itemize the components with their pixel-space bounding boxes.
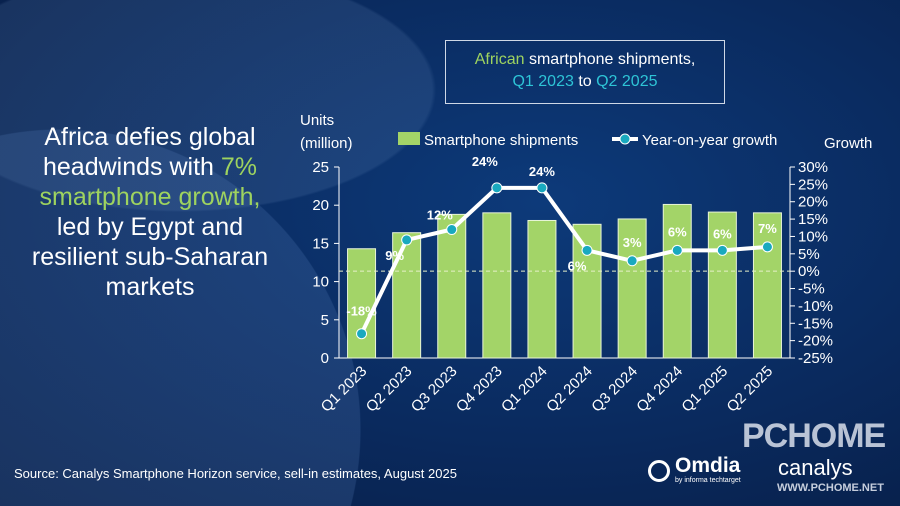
right-tick-label: -10% <box>798 298 833 315</box>
growth-marker <box>716 244 728 256</box>
growth-line <box>359 185 768 335</box>
growth-marker <box>356 328 368 340</box>
right-tick-label: 30% <box>798 159 828 176</box>
growth-data-label: 7% <box>758 221 777 236</box>
growth-data-label: 6% <box>668 224 687 239</box>
right-axis-title: Growth <box>824 135 872 152</box>
x-tick-label: Q1 2023 <box>318 363 371 416</box>
left-tick-label: 0 <box>321 350 329 367</box>
left-tick-label: 10 <box>312 274 329 291</box>
bar <box>707 211 737 359</box>
left-axis-title: (million) <box>300 135 353 152</box>
right-tick-label: 15% <box>798 211 828 228</box>
left-tick-label: 15 <box>312 235 329 252</box>
chart-title: African smartphone shipments, Q1 2023 to… <box>445 40 725 104</box>
left-tick-label: 5 <box>321 312 329 329</box>
bar <box>752 212 782 359</box>
x-tick-label: Q3 2023 <box>408 363 461 416</box>
legend-bar-swatch <box>398 132 420 145</box>
bar <box>482 212 512 359</box>
legend-bar-label: Smartphone shipments <box>424 132 578 149</box>
x-tick-label: Q3 2024 <box>588 363 641 416</box>
x-tick-label: Q4 2023 <box>453 363 506 416</box>
canalys-logo: canalys <box>778 455 853 480</box>
growth-marker <box>671 244 683 256</box>
right-tick-label: 25% <box>798 176 828 193</box>
growth-data-label: 24% <box>472 154 498 169</box>
x-tick-label: Q1 2024 <box>498 363 551 416</box>
left-tick-label: 20 <box>312 197 329 214</box>
right-tick-label: 5% <box>798 246 820 263</box>
growth-marker <box>491 182 503 194</box>
growth-marker <box>761 241 773 253</box>
bar <box>392 232 422 359</box>
bar <box>347 248 377 359</box>
right-tick-label: -15% <box>798 315 833 332</box>
left-axis-title: Units <box>300 112 334 129</box>
bar <box>617 218 647 359</box>
growth-data-label: 12% <box>427 208 453 223</box>
legend-line-label: Year-on-year growth <box>642 132 777 149</box>
watermark-url: WWW.PCHOME.NET <box>777 482 884 494</box>
growth-data-label: 6% <box>713 226 732 241</box>
omdia-logo: Omdia by informa techtarget <box>648 455 741 485</box>
left-tick-label: 25 <box>312 159 329 176</box>
growth-data-label: 9% <box>385 248 404 263</box>
growth-marker <box>536 182 548 194</box>
legend-line-marker <box>619 133 631 145</box>
growth-marker <box>626 255 638 267</box>
x-tick-label: Q1 2025 <box>678 363 731 416</box>
x-tick-label: Q4 2024 <box>633 363 686 416</box>
watermark: PCHOME <box>742 417 886 455</box>
headline: Africa defies global headwinds with 7% s… <box>31 123 269 301</box>
growth-data-label: -18% <box>346 304 377 319</box>
right-tick-label: 0% <box>798 263 820 280</box>
right-tick-label: -20% <box>798 333 833 350</box>
growth-marker <box>446 224 458 236</box>
x-tick-label: Q2 2025 <box>724 363 777 416</box>
bar <box>437 213 467 359</box>
x-tick-label: Q2 2024 <box>543 363 596 416</box>
growth-data-label: 3% <box>623 235 642 250</box>
growth-marker <box>401 234 413 246</box>
bar <box>572 223 602 359</box>
right-tick-label: 20% <box>798 194 828 211</box>
source-note: Source: Canalys Smartphone Horizon servi… <box>14 466 457 481</box>
right-tick-label: -5% <box>798 281 825 298</box>
right-tick-label: -25% <box>798 350 833 367</box>
growth-data-label: 6% <box>568 258 587 273</box>
right-tick-label: 10% <box>798 228 828 245</box>
x-tick-label: Q2 2023 <box>363 363 416 416</box>
omdia-logo-icon <box>648 459 670 482</box>
bar <box>662 203 692 359</box>
growth-data-label: 24% <box>529 164 555 179</box>
bar <box>527 219 557 359</box>
growth-marker <box>581 244 593 256</box>
